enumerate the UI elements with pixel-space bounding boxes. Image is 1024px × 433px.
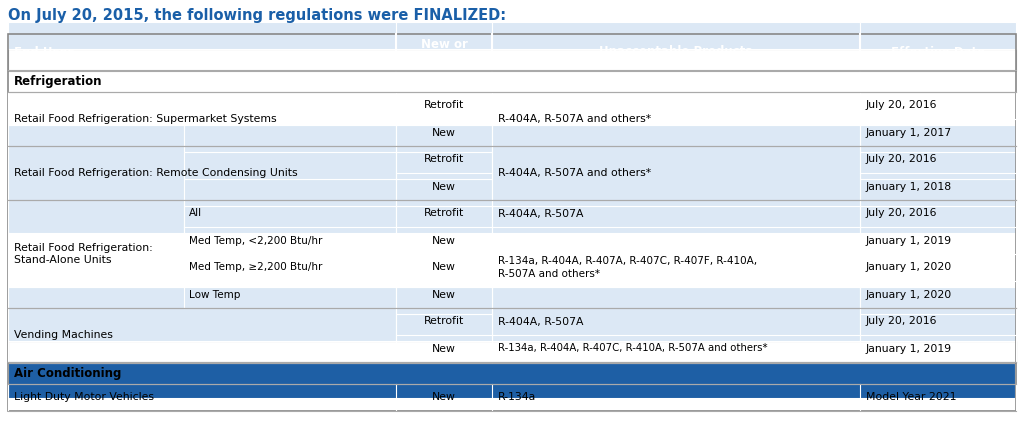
Text: New or
Retrofit: New or Retrofit xyxy=(418,38,470,66)
Bar xyxy=(8,71,396,125)
Text: R-404A, R-507A and others*: R-404A, R-507A and others* xyxy=(498,168,651,178)
Text: January 1, 2020: January 1, 2020 xyxy=(865,262,952,272)
Text: New: New xyxy=(432,290,456,300)
Text: Model Year 2021: Model Year 2021 xyxy=(865,392,956,403)
Bar xyxy=(860,98,1016,125)
Bar xyxy=(184,125,396,152)
Bar xyxy=(492,98,860,125)
Bar xyxy=(8,363,1016,399)
Bar xyxy=(8,22,396,49)
Text: New: New xyxy=(432,127,456,138)
Text: Retrofit: Retrofit xyxy=(424,317,464,326)
Bar xyxy=(396,71,492,98)
Bar xyxy=(860,206,1016,233)
Text: Retrofit: Retrofit xyxy=(424,100,464,110)
Text: Med Temp, <2,200 Btu/hr: Med Temp, <2,200 Btu/hr xyxy=(189,236,323,246)
Text: July 20, 2016: July 20, 2016 xyxy=(865,317,937,326)
Bar xyxy=(396,206,492,233)
Text: Low Temp: Low Temp xyxy=(189,290,241,300)
Text: All: All xyxy=(189,209,203,219)
Text: Retrofit: Retrofit xyxy=(424,209,464,219)
Text: New: New xyxy=(432,262,456,272)
Text: July 20, 2016: July 20, 2016 xyxy=(865,209,937,219)
Bar xyxy=(396,22,492,49)
Bar xyxy=(492,233,860,287)
Text: July 20, 2016: July 20, 2016 xyxy=(865,155,937,165)
Text: New: New xyxy=(432,392,456,403)
Bar xyxy=(396,233,492,260)
Bar xyxy=(860,233,1016,260)
Bar xyxy=(492,125,860,206)
Bar xyxy=(396,287,492,314)
Bar xyxy=(860,152,1016,179)
Bar xyxy=(8,233,396,287)
Bar xyxy=(860,71,1016,98)
Text: Refrigeration: Refrigeration xyxy=(14,74,102,87)
Text: January 1, 2019: January 1, 2019 xyxy=(865,236,952,246)
Text: Light Duty Motor Vehicles: Light Duty Motor Vehicles xyxy=(14,392,154,403)
Text: January 1, 2018: January 1, 2018 xyxy=(865,181,952,191)
Text: R-404A, R-507A and others*: R-404A, R-507A and others* xyxy=(498,114,651,124)
Bar xyxy=(396,260,492,287)
Text: R-134a, R-404A, R-407A, R-407C, R-407F, R-410A,
R-507A and others*: R-134a, R-404A, R-407A, R-407C, R-407F, … xyxy=(498,256,757,279)
Text: On July 20, 2015, the following regulations were FINALIZED:: On July 20, 2015, the following regulati… xyxy=(8,8,506,23)
Text: Vending Machines: Vending Machines xyxy=(14,330,113,340)
Bar xyxy=(184,206,396,233)
Text: Retrofit: Retrofit xyxy=(424,155,464,165)
Text: July 20, 2016: July 20, 2016 xyxy=(865,100,937,110)
Bar xyxy=(396,179,492,206)
Text: Effective Date: Effective Date xyxy=(891,45,985,58)
Text: New: New xyxy=(432,343,456,353)
Text: R-404A, R-507A: R-404A, R-507A xyxy=(498,209,584,219)
Bar xyxy=(492,287,860,341)
Text: R-134a: R-134a xyxy=(498,392,537,403)
Bar xyxy=(8,49,1016,71)
Bar xyxy=(8,287,396,341)
Bar xyxy=(8,125,184,233)
Text: January 1, 2019: January 1, 2019 xyxy=(865,343,952,353)
Text: January 1, 2017: January 1, 2017 xyxy=(865,127,952,138)
Bar xyxy=(184,179,396,206)
Bar xyxy=(492,206,860,233)
Text: January 1, 2020: January 1, 2020 xyxy=(865,290,952,300)
Bar xyxy=(8,341,1016,363)
Bar xyxy=(860,287,1016,314)
Bar xyxy=(396,125,492,152)
Bar xyxy=(860,22,1016,49)
Bar xyxy=(396,98,492,125)
Text: Retail Food Refrigeration: Supermarket Systems: Retail Food Refrigeration: Supermarket S… xyxy=(14,114,276,124)
Text: End Uses: End Uses xyxy=(14,45,75,58)
Text: Med Temp, ≥2,200 Btu/hr: Med Temp, ≥2,200 Btu/hr xyxy=(189,262,323,272)
Bar xyxy=(860,179,1016,206)
Text: Retail Food Refrigeration:
Stand-Alone Units: Retail Food Refrigeration: Stand-Alone U… xyxy=(14,243,153,265)
Text: Air Conditioning: Air Conditioning xyxy=(14,366,122,379)
Text: Retail Food Refrigeration: Remote Condensing Units: Retail Food Refrigeration: Remote Conden… xyxy=(14,168,298,178)
Bar xyxy=(492,71,860,98)
Text: R-134a, R-404A, R-407C, R-410A, R-507A and others*: R-134a, R-404A, R-407C, R-410A, R-507A a… xyxy=(498,343,767,353)
Bar xyxy=(396,152,492,179)
Bar xyxy=(184,152,396,179)
Bar xyxy=(396,314,492,341)
Text: New: New xyxy=(432,181,456,191)
Bar xyxy=(860,314,1016,341)
Bar xyxy=(492,22,860,49)
Text: New: New xyxy=(432,236,456,246)
Bar xyxy=(860,125,1016,152)
Text: Unacceptable Products: Unacceptable Products xyxy=(599,45,753,58)
Text: R-404A, R-507A: R-404A, R-507A xyxy=(498,317,584,326)
Bar xyxy=(860,260,1016,287)
Bar xyxy=(8,34,1016,411)
